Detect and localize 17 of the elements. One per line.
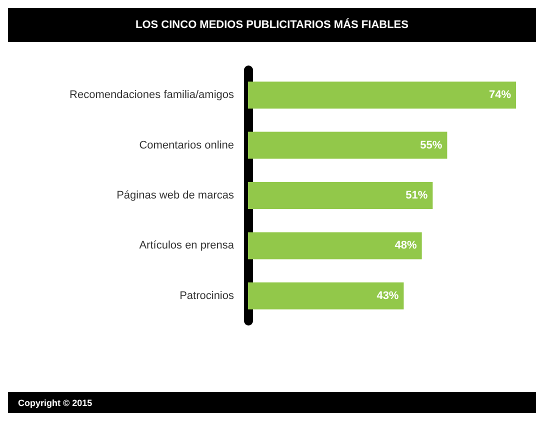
text: Copyright © 2015	[18, 398, 92, 408]
y-tick-label: Páginas web de marcas	[116, 190, 234, 202]
y-tick-label: Comentarios online	[139, 139, 234, 152]
chart-title: LOS CINCO MEDIOS PUBLICITARIOS MÁS FIABLES	[136, 18, 408, 31]
data-label: 51%	[406, 190, 428, 202]
data-label: 48%	[394, 240, 418, 252]
y-tick-label: Recomendaciones familia/amigos	[70, 89, 234, 102]
bar	[248, 182, 433, 209]
y-tick-label: Artículos en prensa	[139, 240, 235, 252]
bar	[248, 82, 516, 109]
bar	[248, 282, 404, 310]
data-label: 43%	[376, 290, 399, 302]
data-label: 55%	[420, 139, 442, 152]
bar	[248, 232, 422, 260]
data-label: 74%	[488, 89, 512, 102]
bar	[248, 132, 448, 159]
y-tick-label: Patrocinios	[180, 290, 234, 302]
